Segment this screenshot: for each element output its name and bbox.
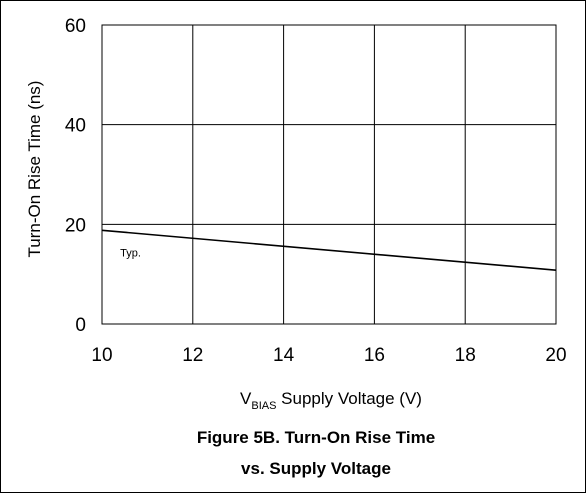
x-tick-label-3: 16 bbox=[364, 345, 385, 366]
x-tick-label-4: 18 bbox=[455, 345, 476, 366]
x-tick-label-0: 10 bbox=[91, 345, 112, 366]
x-axis-label-rest: Supply Voltage (V) bbox=[276, 389, 422, 408]
x-tick-label-1: 12 bbox=[182, 345, 203, 366]
series-line-0 bbox=[101, 229, 557, 271]
y-tick-label-2: 40 bbox=[65, 116, 86, 137]
caption-line-2: vs. Supply Voltage bbox=[241, 459, 391, 478]
y-tick-label-0: 0 bbox=[75, 315, 86, 336]
y-tick-label-1: 20 bbox=[65, 215, 86, 236]
series-layer bbox=[101, 229, 557, 271]
y-tick-label-3: 60 bbox=[65, 16, 86, 37]
x-tick-label-5: 20 bbox=[545, 345, 566, 366]
x-axis-label: VBIAS Supply Voltage (V) bbox=[240, 389, 422, 412]
grid bbox=[101, 24, 557, 325]
plot-area bbox=[101, 24, 557, 325]
x-axis-label-subscript: BIAS bbox=[251, 400, 276, 412]
y-axis-label: Turn-On Rise Time (ns) bbox=[25, 81, 44, 258]
annotation-typ: Typ. bbox=[120, 248, 141, 260]
x-tick-label-2: 14 bbox=[273, 345, 295, 366]
y-tick-labels: 0 20 40 60 bbox=[65, 16, 86, 336]
caption-line-1: Figure 5B. Turn-On Rise Time bbox=[197, 428, 435, 447]
x-axis-label-v: V bbox=[240, 389, 252, 408]
x-tick-labels: 10 12 14 16 18 20 bbox=[91, 345, 566, 366]
